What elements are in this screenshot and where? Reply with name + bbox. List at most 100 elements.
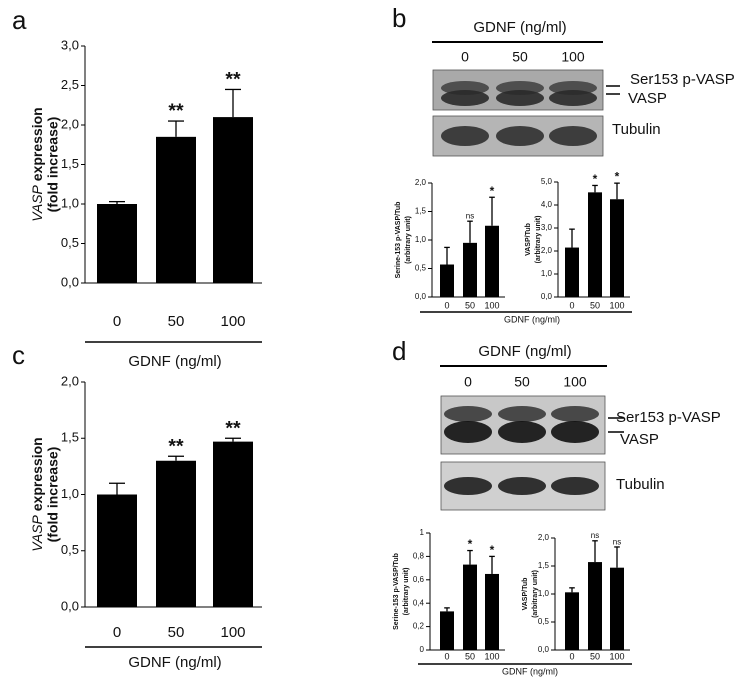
bar: [213, 441, 253, 607]
lane-label: 100: [563, 374, 587, 390]
bar: [565, 247, 579, 297]
blot-header: GDNF (ng/ml): [478, 343, 571, 360]
panel-letter: a: [12, 5, 27, 35]
bar: [440, 611, 454, 650]
error-bar: [592, 540, 598, 563]
x-tick-label: 100: [484, 651, 499, 661]
significance-label: **: [225, 69, 241, 91]
bar: [463, 564, 477, 650]
y-axis-label-line2: (arbitrary unit): [403, 568, 410, 616]
y-tick-label: 1,5: [61, 156, 79, 171]
x-tick-label: 100: [220, 624, 245, 641]
x-axis-label: GDNF (ng/ml): [128, 353, 221, 370]
y-tick-label: 0,5: [415, 264, 427, 273]
error-bar: [444, 246, 450, 265]
x-axis-label: GDNF (ng/ml): [504, 314, 560, 324]
significance-label: *: [593, 172, 598, 186]
x-tick-label: 0: [444, 300, 449, 310]
y-tick-label: 2,0: [61, 116, 79, 131]
y-tick-label: 5,0: [541, 177, 553, 186]
error-bar: [467, 220, 473, 243]
y-tick-label: 2,0: [61, 373, 79, 388]
x-tick-label: 50: [168, 313, 185, 330]
blot-band: [444, 421, 492, 443]
error-bar: [168, 455, 184, 461]
x-tick-label: 50: [590, 300, 600, 310]
y-tick-label: 1,5: [538, 561, 550, 570]
blot-band: [549, 90, 597, 106]
panel-letter: d: [392, 336, 406, 366]
y-tick-label: 2,0: [415, 178, 427, 187]
band-label: VASP: [620, 431, 659, 448]
y-tick-label: 3,0: [61, 37, 79, 52]
y-tick-label: 2,5: [61, 77, 79, 92]
bar: [97, 204, 137, 283]
lane-label: 50: [512, 49, 528, 65]
blot-band: [498, 406, 546, 422]
y-axis-label-line2: (arbitrary unit): [405, 216, 412, 264]
y-tick-label: 0,5: [61, 235, 79, 250]
y-axis-label-line2: (fold increase): [45, 447, 61, 543]
panel-letter: c: [12, 340, 25, 370]
y-tick-label: 0,0: [415, 292, 427, 301]
y-axis-label-text: Serine-153 p-VASP/Tub: [393, 553, 400, 630]
y-tick-label: 1,0: [538, 589, 550, 598]
y-tick-label: 1,0: [541, 269, 553, 278]
band-label: VASP: [628, 90, 667, 107]
band-label: Tubulin: [612, 121, 661, 138]
blot-header: GDNF (ng/ml): [473, 19, 566, 36]
lane-label: 50: [514, 374, 530, 390]
y-tick-label: 1,5: [415, 207, 427, 216]
error-bar: [225, 88, 241, 118]
y-axis-label-text: VASP/Tub: [525, 223, 532, 256]
y-axis-label: VASP/Tub: [525, 223, 532, 256]
significance-label: *: [490, 543, 495, 557]
bar: [588, 192, 602, 297]
y-tick-label: 0,4: [413, 598, 425, 607]
y-tick-label: 0,0: [538, 645, 550, 654]
y-tick-label: 0,2: [413, 622, 425, 631]
y-axis-label-line2: (arbitrary unit): [535, 216, 542, 264]
y-axis-label: Serine-153 p-VASP/Tub: [395, 202, 402, 279]
significance-label: **: [168, 100, 184, 122]
y-tick-label: 0,0: [61, 274, 79, 289]
bar: [588, 562, 602, 650]
y-axis-label: VASP/Tub: [522, 578, 529, 611]
x-tick-label: 100: [484, 300, 499, 310]
error-bar: [168, 120, 184, 137]
x-tick-label: 50: [465, 651, 475, 661]
x-tick-label: 50: [465, 300, 475, 310]
x-tick-label: 100: [220, 313, 245, 330]
error-bar: [614, 182, 620, 200]
significance-label: *: [468, 537, 473, 551]
x-tick-label: 100: [609, 300, 624, 310]
y-tick-label: 2,0: [538, 533, 550, 542]
y-tick-label: 1,5: [61, 430, 79, 445]
band-label: Ser153 p-VASP: [616, 409, 721, 426]
y-axis-label-line2: (fold increase): [45, 117, 61, 213]
bar: [156, 460, 196, 607]
error-bar: [489, 555, 495, 574]
significance-label: **: [225, 417, 241, 439]
x-tick-label: 0: [444, 651, 449, 661]
y-tick-label: 0: [420, 645, 425, 654]
error-bar: [444, 607, 450, 612]
y-axis-label: VASP expression: [29, 107, 45, 221]
y-axis-label-italic: VASP: [29, 184, 45, 221]
blot-band: [444, 406, 492, 422]
blot-band: [496, 90, 544, 106]
y-tick-label: 0,0: [61, 598, 79, 613]
x-tick-label: 0: [569, 651, 574, 661]
y-axis-label: Serine-153 p-VASP/Tub: [393, 553, 400, 630]
x-tick-label: 0: [569, 300, 574, 310]
blot-band: [444, 477, 492, 495]
y-tick-label: 1: [420, 528, 425, 537]
x-tick-label: 0: [113, 313, 121, 330]
y-tick-label: 0,0: [541, 292, 553, 301]
y-tick-label: 2,0: [541, 246, 553, 255]
blot-band: [551, 421, 599, 443]
band-label: Ser153 p-VASP: [630, 71, 735, 88]
y-axis-label-text: Serine-153 p-VASP/Tub: [395, 202, 402, 279]
lane-label: 100: [561, 49, 585, 65]
